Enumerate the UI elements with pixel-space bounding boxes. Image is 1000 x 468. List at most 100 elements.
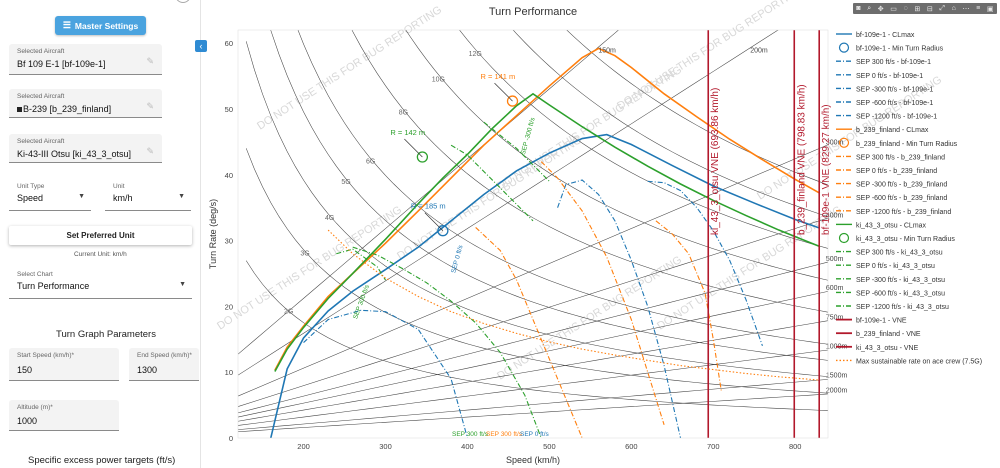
aircraft-label-3: Selected Aircraft <box>17 138 65 145</box>
radius-label: 750m <box>826 314 844 321</box>
g-line-2G <box>245 260 828 411</box>
zoom-in-icon[interactable]: ⊞ <box>914 5 921 13</box>
chart-title: Turn Performance <box>489 6 577 18</box>
radius-label: 400m <box>826 212 844 219</box>
radius-line-2000m <box>238 393 828 432</box>
compare-icon[interactable]: ≡ <box>976 5 981 12</box>
x-tick-label: 500 <box>543 442 556 451</box>
x-axis-title: Speed (km/h) <box>506 455 560 465</box>
legend-entry: SEP 300 ft/s - bf-109e-1 <box>856 59 931 66</box>
set-preferred-unit-button[interactable]: Set Preferred Unit <box>9 226 192 245</box>
color-swatch-icon <box>17 107 22 112</box>
series-line <box>483 121 550 182</box>
g-line-label: 3G <box>300 251 309 258</box>
zoom-icon[interactable]: ⌕ <box>867 4 872 12</box>
y-tick-label: 60 <box>225 39 233 48</box>
zoom-out-icon[interactable]: ⊟ <box>926 5 933 13</box>
autoscale-icon[interactable]: ⤢ <box>939 4 945 12</box>
series-line <box>303 309 468 438</box>
series-line <box>352 246 542 438</box>
watermark-text: DO NOT USE THIS FOR BUG REPORTING <box>255 4 444 133</box>
sep-heading: Specific excess power targets (ft/s) <box>28 455 176 466</box>
params-heading: Turn Graph Parameters <box>56 329 156 340</box>
radius-line-150m <box>238 30 619 355</box>
watermark-text: DO NOT USE THIS FOR BUG REPORTING <box>215 204 404 333</box>
axes: 200 300 400 500 600 700 800 0 10 20 30 40 50 60 Speed … <box>208 6 829 465</box>
legend-entry: ki_43_3_otsu - VNE <box>856 345 919 352</box>
y-tick-label: 30 <box>225 237 233 246</box>
series-line <box>557 179 682 438</box>
unit-type-value: Speed <box>17 193 44 203</box>
logo-icon[interactable]: ▣ <box>986 5 994 13</box>
unit-type-select[interactable]: Unit Type Speed ▼ <box>9 180 91 211</box>
g-line-3G <box>245 148 828 394</box>
master-settings-button[interactable]: ☰ Master Settings <box>55 16 146 35</box>
aircraft-value-1: Bf 109 E-1 [bf-109e-1] <box>17 59 106 69</box>
legend-entry: SEP -1200 ft/s - b_239_finland <box>856 209 951 216</box>
legend-entry: SEP 0 ft/s - bf-109e-1 <box>856 73 923 80</box>
legend-entry: SEP -1200 ft/s - ki_43_3_otsu <box>856 304 949 311</box>
scroll-knob[interactable] <box>175 0 191 3</box>
legend-entry: SEP -1200 ft/s - bf-109e-1 <box>856 114 937 121</box>
chevron-left-icon: ‹ <box>199 41 203 51</box>
series-layer <box>269 30 821 438</box>
annotation-arrow <box>404 138 423 158</box>
g-line-6G <box>297 30 828 345</box>
g-line-10G <box>405 30 828 281</box>
annotation-arrow <box>424 212 444 231</box>
y-tick-label: 10 <box>225 368 233 377</box>
collapse-sidebar-button[interactable]: ‹ <box>195 40 207 52</box>
min-turn-radius-marker <box>437 225 449 237</box>
y-tick-label: 50 <box>225 105 233 114</box>
edit-icon[interactable]: ✎ <box>146 101 154 111</box>
radius-line-300m <box>238 144 828 397</box>
radius-line-1500m <box>238 379 828 430</box>
aircraft-field-3[interactable]: Selected Aircraft Ki-43-III Otsu [ki_43_… <box>9 134 162 163</box>
g-line-label: 10G <box>432 77 445 84</box>
start-speed-label: Start Speed (km/h)* <box>17 352 75 359</box>
edit-icon[interactable]: ✎ <box>146 146 154 156</box>
unit-type-label: Unit Type <box>17 183 45 190</box>
series-line <box>274 92 821 372</box>
start-speed-field[interactable]: Start Speed (km/h)* 150 <box>9 348 119 381</box>
g-line-14G <box>512 30 828 217</box>
x-tick-label: 700 <box>707 442 720 451</box>
aircraft-field-2[interactable]: Selected Aircraft B-239 [b_239_finland] … <box>9 89 162 118</box>
end-speed-field[interactable]: End Speed (km/h)* 1300 <box>129 348 199 381</box>
radius-label: 1500m <box>826 373 848 380</box>
camera-icon[interactable]: ◙ <box>856 5 861 12</box>
select-icon[interactable]: ▭ <box>890 5 897 13</box>
altitude-label: Altitude (m)* <box>17 404 53 411</box>
altitude-field[interactable]: Altitude (m)* 1000 <box>9 400 119 431</box>
chart-select[interactable]: Select Chart Turn Performance ▼ <box>9 268 192 299</box>
chevron-down-icon: ▼ <box>78 193 85 200</box>
g-line-8G <box>351 30 828 313</box>
spike-icon[interactable]: ⋯ <box>962 5 970 13</box>
aircraft-field-1[interactable]: Selected Aircraft Bf 109 E-1 [bf-109e-1]… <box>9 44 162 75</box>
radius-line-500m <box>238 261 828 414</box>
legend-entry: ki_43_3_otsu - Min Turn Radius <box>856 236 955 243</box>
start-speed-value: 150 <box>17 365 33 375</box>
g-line-label: 2G <box>284 309 293 316</box>
edit-icon[interactable]: ✎ <box>146 56 154 66</box>
legend-entry: SEP -600 ft/s - bf-109e-1 <box>856 100 933 107</box>
grid-lines <box>238 30 828 432</box>
legend-entry: b_239_finland - CLmax <box>856 127 929 134</box>
pan-icon[interactable]: ✥ <box>877 5 884 13</box>
unit-label: Unit <box>113 183 125 190</box>
lasso-icon[interactable]: ◌ <box>903 5 908 12</box>
x-tick-label: 400 <box>461 442 474 451</box>
legend-entry: Max sustainable rate on ace crew (7.5G) <box>856 358 982 365</box>
legend-marker <box>838 137 850 148</box>
altitude-value: 1000 <box>17 416 38 426</box>
legend-entry: bf-109e-1 - VNE <box>856 318 907 325</box>
radius-line-200m <box>238 30 779 376</box>
series-line <box>475 227 583 438</box>
legend-entry: SEP -300 ft/s - bf-109e-1 <box>856 86 933 93</box>
home-icon[interactable]: ⌂ <box>951 5 956 12</box>
min-radius-annotation: R = 141 m <box>481 72 516 81</box>
unit-select[interactable]: Unit km/h ▼ <box>105 180 191 211</box>
chart-select-value: Turn Performance <box>17 281 90 291</box>
series-line <box>269 133 821 438</box>
end-speed-value: 1300 <box>137 365 158 375</box>
